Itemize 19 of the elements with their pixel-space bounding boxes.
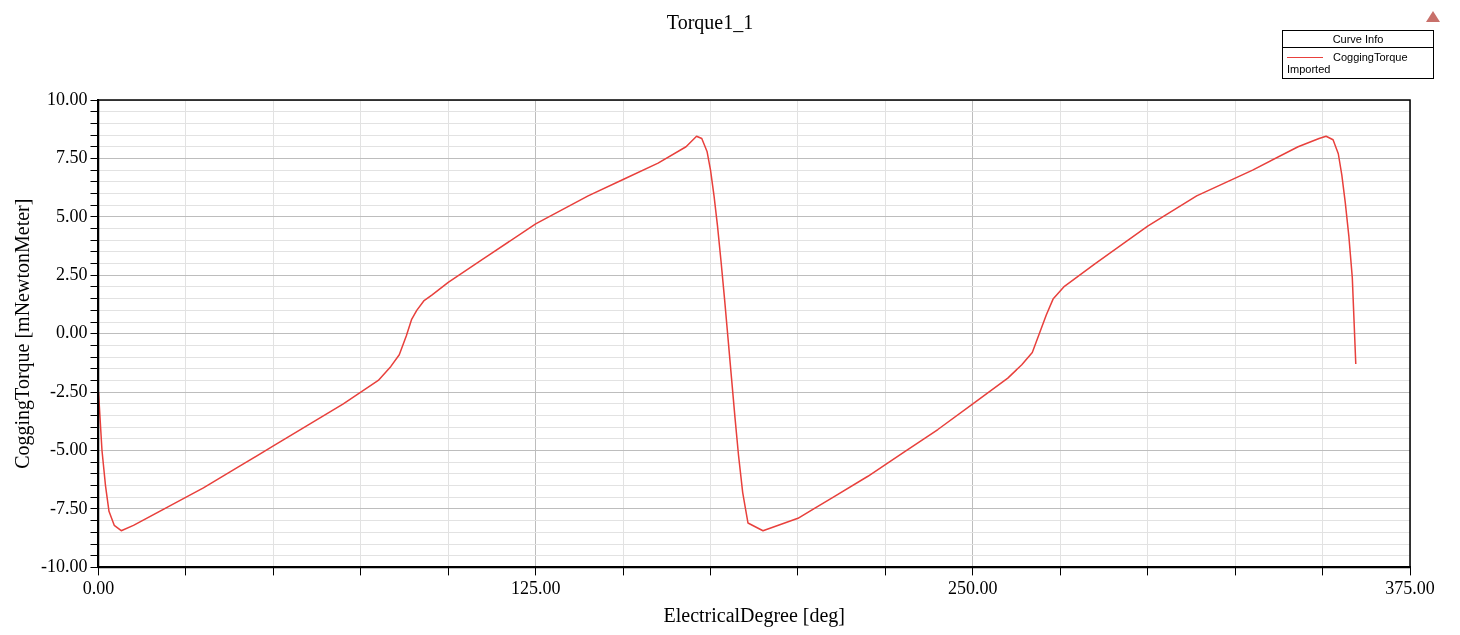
y-tick-label: -5.00 [49, 439, 88, 460]
x-tick-label: 250.00 [948, 577, 998, 598]
y-tick-label: 10.00 [46, 88, 88, 109]
y-tick-label: 5.00 [55, 205, 88, 226]
x-tick-label: 125.00 [510, 577, 561, 598]
y-tick-label: 2.50 [55, 264, 88, 285]
x-tick-label: 375.00 [1385, 577, 1435, 598]
text: Imported [1286, 63, 1332, 77]
y-tick-label: -10.00 [40, 556, 88, 577]
y-tick-label: 7.50 [55, 147, 88, 168]
x-tick-label: 0.00 [82, 577, 115, 598]
y-tick-label: 0.00 [55, 322, 88, 343]
y-tick-label: -7.50 [49, 497, 88, 518]
legend-label: CoggingTorque [1333, 51, 1408, 63]
legend-title: Curve Info [1283, 31, 1433, 48]
x-axis-title: ElectricalDegree [deg] [663, 604, 846, 628]
y-tick-label: -2.50 [49, 380, 88, 401]
chart-title: Torque1_1 [666, 11, 754, 35]
y-axis-title: CoggingTorque [mNewtonMeter] [11, 198, 35, 469]
